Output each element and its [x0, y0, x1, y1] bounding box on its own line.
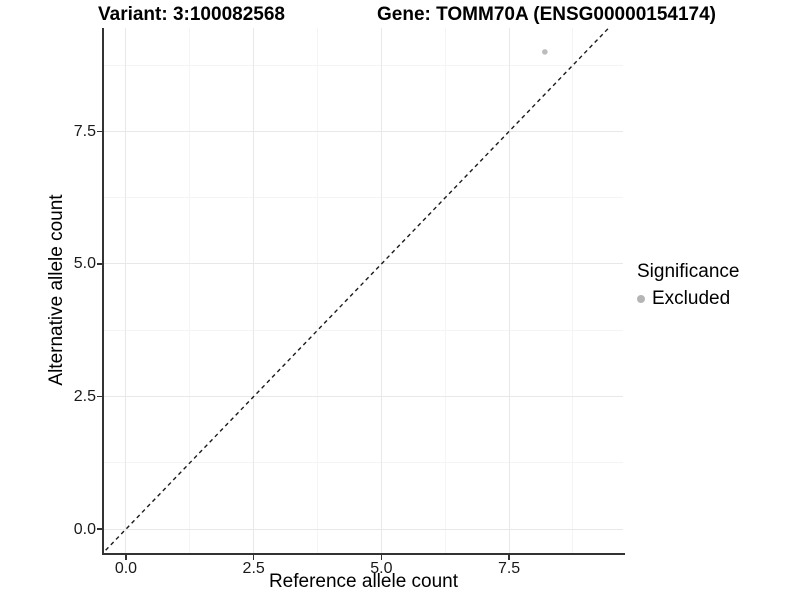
x-tick-mark	[252, 555, 255, 560]
legend-key-dot	[637, 295, 645, 303]
gridline-minor	[104, 64, 623, 66]
gridline-major	[104, 130, 623, 132]
y-tick-label: 2.5	[73, 388, 96, 406]
y-axis-line	[102, 28, 104, 555]
legend-title: Significance	[637, 261, 740, 282]
y-axis-title: Alternative allele count	[46, 194, 67, 386]
x-axis-line	[102, 553, 625, 555]
gridline-minor	[189, 28, 191, 553]
y-tick-mark	[97, 263, 102, 265]
plot-panel	[104, 28, 623, 553]
x-tick-label: 7.5	[497, 560, 521, 577]
gridline-minor	[104, 329, 623, 331]
legend: Significance Excluded	[637, 261, 739, 310]
gene-title: Gene: TOMM70A (ENSG00000154174)	[377, 4, 716, 25]
legend-entries: Excluded	[637, 288, 739, 310]
gridline-minor	[444, 28, 446, 553]
gridline-minor	[104, 462, 623, 464]
y-tick-label: 7.5	[73, 122, 96, 140]
x-tick-label: 2.5	[242, 560, 265, 577]
gridline-minor	[572, 28, 574, 553]
y-tick-label: 5.0	[73, 255, 96, 273]
plot-layer	[104, 28, 610, 553]
gridline-major	[253, 28, 255, 553]
x-tick-mark	[125, 555, 127, 560]
x-tick-label: 5.0	[370, 560, 393, 577]
gridline-minor	[104, 197, 623, 199]
identity-reference-line	[104, 28, 610, 553]
gridline-major	[125, 28, 127, 553]
y-tick-mark	[97, 395, 102, 398]
y-tick-mark	[97, 528, 102, 530]
gridline-major	[104, 528, 623, 530]
y-tick-mark	[97, 130, 102, 133]
gridline-major	[104, 263, 623, 265]
x-tick-label: 0.0	[114, 560, 138, 577]
legend-entry-label: Excluded	[652, 288, 731, 309]
x-tick-mark	[508, 555, 510, 560]
x-tick-mark	[380, 555, 383, 560]
gridline-major	[104, 396, 623, 398]
data-point-excluded	[542, 49, 548, 55]
gridline-major	[508, 28, 510, 553]
gridline-major	[380, 28, 382, 553]
gridline-minor	[317, 28, 319, 553]
y-tick-label: 0.0	[73, 520, 96, 538]
variant-title: Variant: 3:100082568	[98, 4, 285, 25]
legend-entry: Excluded	[637, 288, 739, 310]
x-axis-title: Reference allele count	[268, 571, 459, 592]
